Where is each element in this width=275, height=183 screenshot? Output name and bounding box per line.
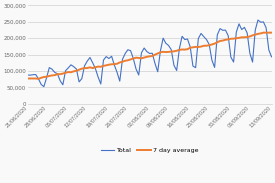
7 day average (262, 31, 265, 34)
7 day average (86, 67, 89, 69)
Total (256, 19, 260, 21)
Total (86, 60, 89, 62)
7 day average (91, 67, 94, 69)
Total (235, 31, 238, 33)
7 day average (270, 31, 273, 34)
Total (170, 48, 173, 51)
7 day average (26, 77, 29, 80)
7 day average (235, 37, 238, 39)
7 day average (267, 31, 271, 34)
Total (42, 86, 46, 88)
Total (59, 80, 62, 82)
Total (26, 74, 29, 76)
7 day average (170, 51, 173, 53)
Line: Total: Total (28, 20, 271, 87)
Total (270, 56, 273, 58)
7 day average (59, 73, 62, 75)
Total (267, 49, 271, 51)
Line: 7 day average: 7 day average (28, 33, 271, 79)
7 day average (37, 78, 40, 80)
Total (91, 62, 94, 64)
Legend: Total, 7 day average: Total, 7 day average (98, 145, 201, 156)
